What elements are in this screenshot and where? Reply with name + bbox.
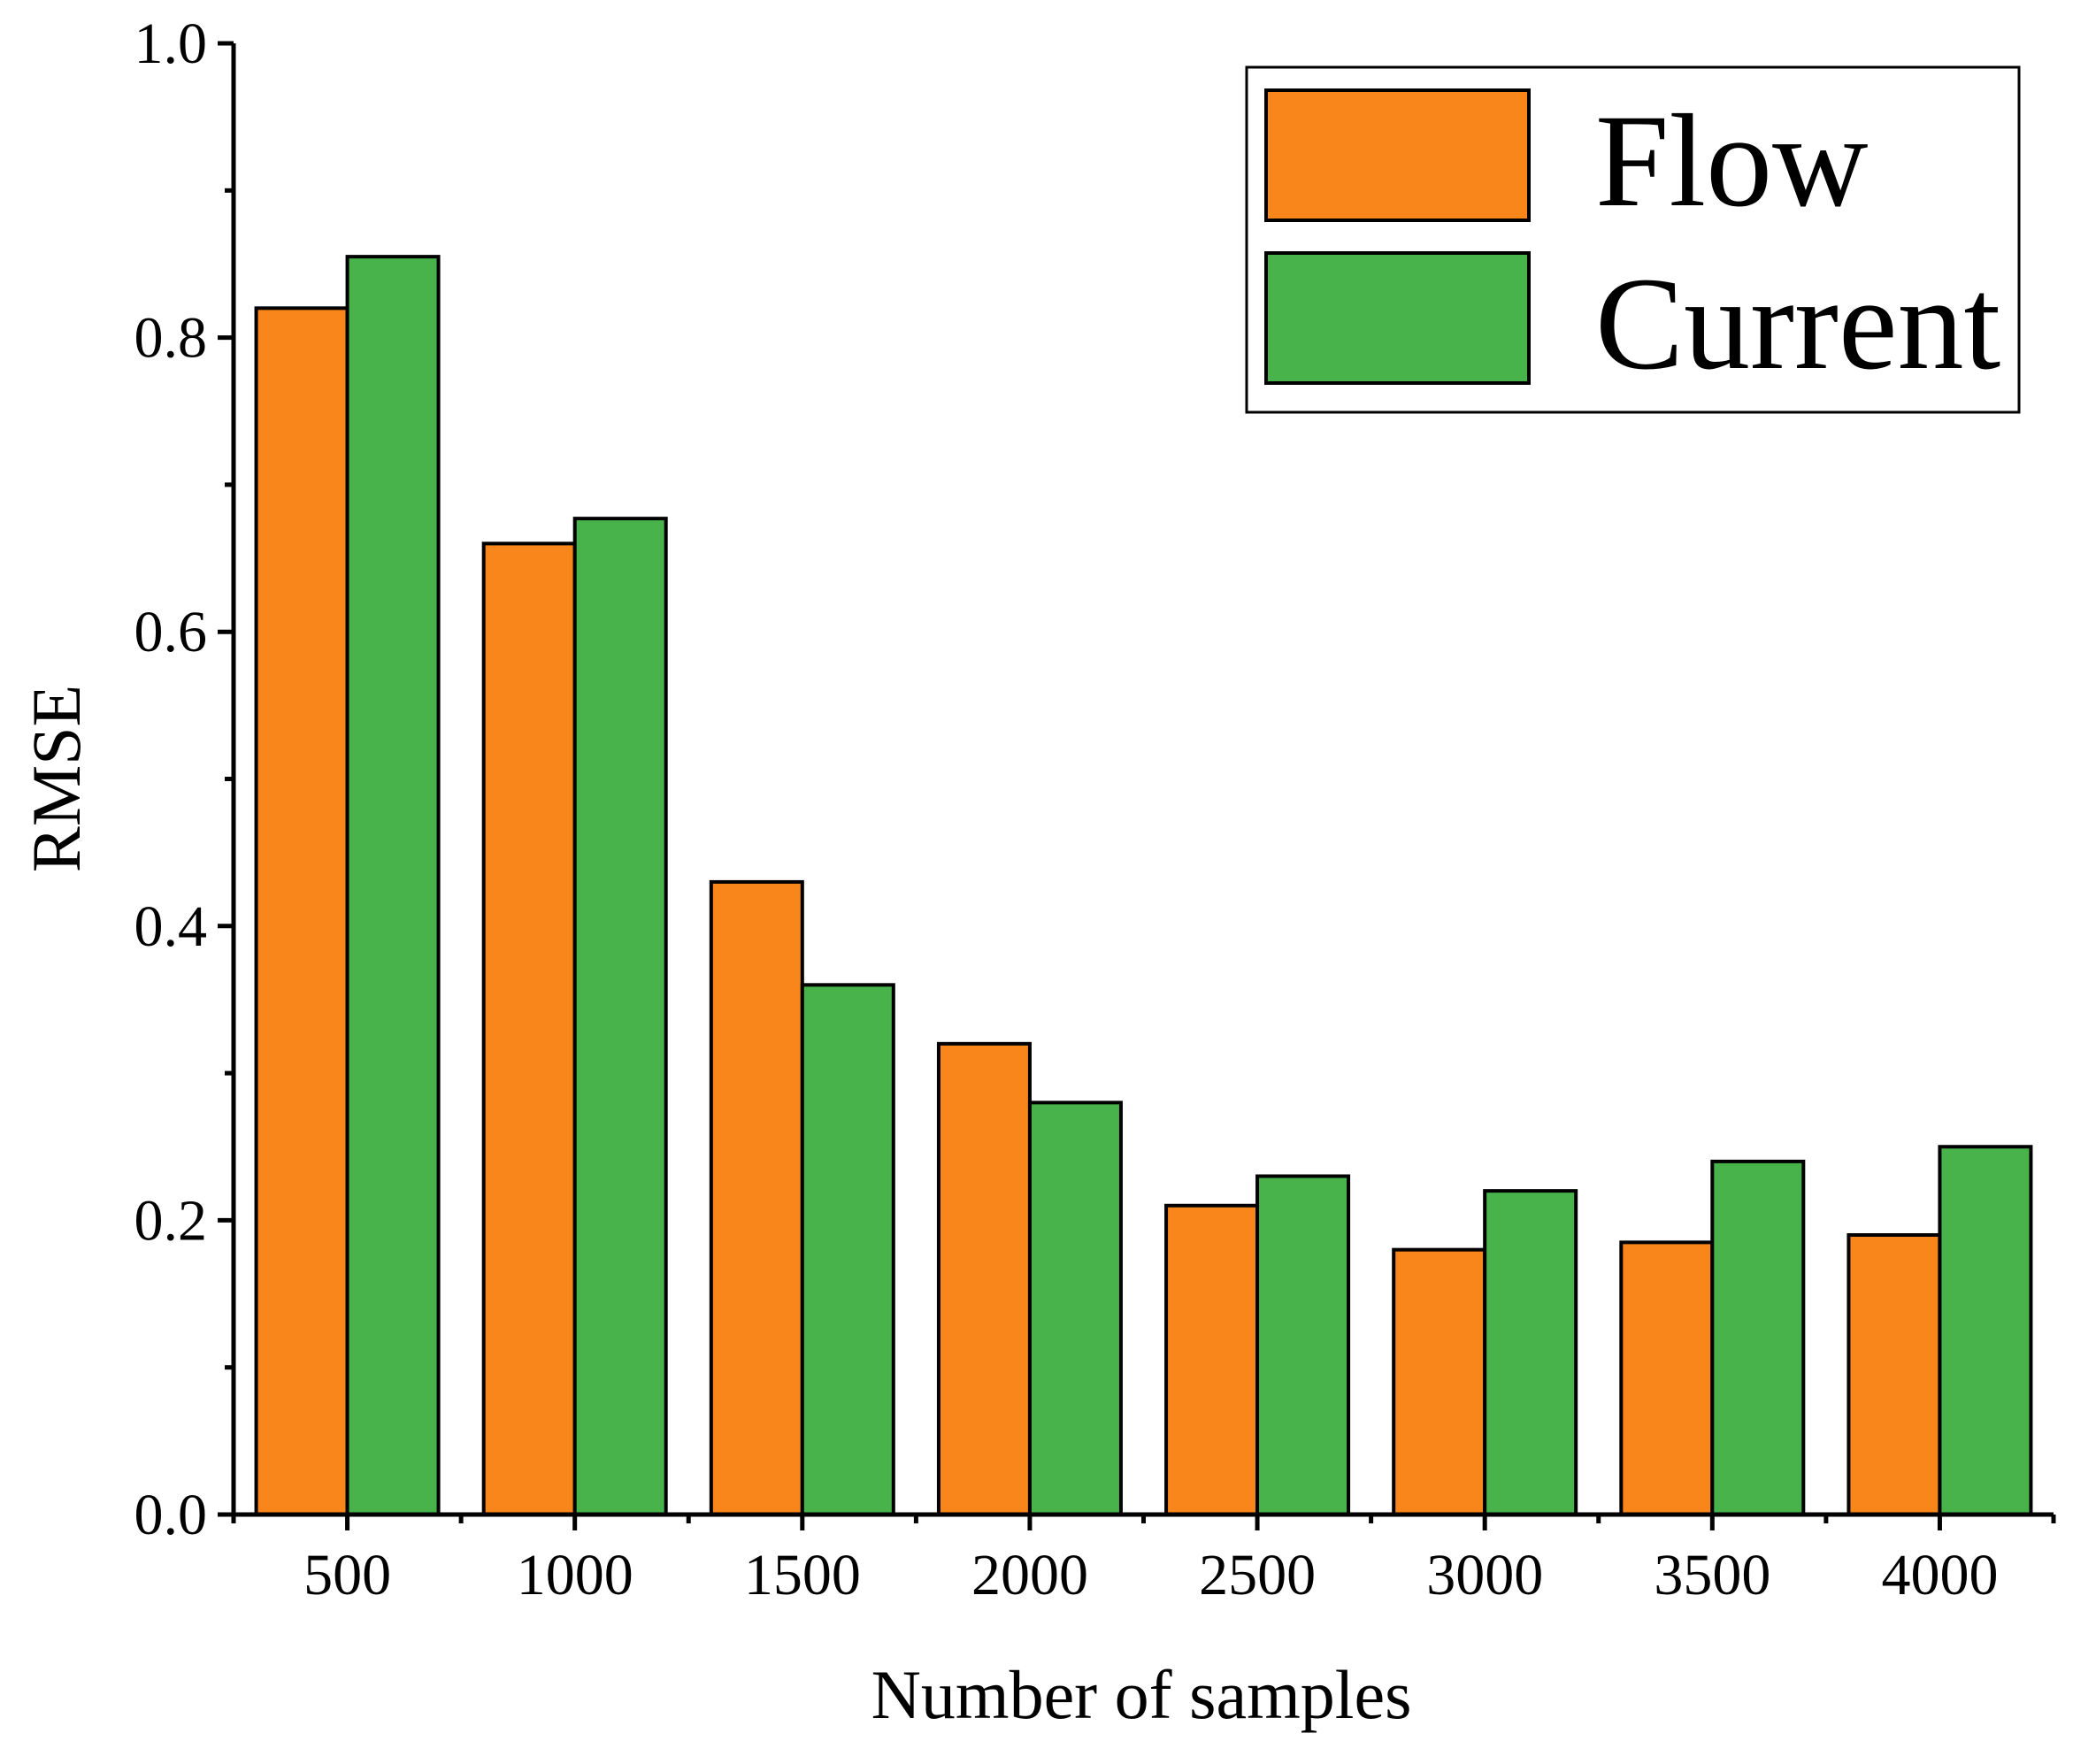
bar-current-3000 bbox=[1483, 1189, 1578, 1516]
bar-current-1500 bbox=[800, 983, 895, 1516]
y-tick-label: 0.8 bbox=[134, 306, 208, 371]
legend-swatch-flow bbox=[1264, 88, 1531, 222]
bar-flow-3500 bbox=[1619, 1240, 1715, 1516]
bar-flow-1000 bbox=[481, 541, 577, 1516]
legend-label-current: Current bbox=[1595, 250, 2000, 397]
bar-current-2000 bbox=[1027, 1101, 1123, 1516]
y-tick-label: 1.0 bbox=[134, 12, 208, 76]
bar-current-1000 bbox=[572, 517, 668, 1516]
x-tick-label: 1500 bbox=[744, 1543, 861, 1607]
x-axis-title: Number of samples bbox=[871, 1656, 1412, 1733]
x-tick-label: 4000 bbox=[1881, 1543, 1998, 1607]
x-tick-label: 500 bbox=[303, 1543, 391, 1607]
legend: Flow Current bbox=[1245, 65, 2021, 414]
bar-flow-500 bbox=[254, 306, 349, 1517]
y-tick-label: 0.0 bbox=[134, 1483, 208, 1547]
x-tick-label: 3500 bbox=[1654, 1543, 1770, 1607]
bar-current-3500 bbox=[1710, 1159, 1806, 1516]
bar-current-500 bbox=[345, 255, 441, 1516]
bar-flow-3000 bbox=[1392, 1247, 1487, 1517]
bar-flow-4000 bbox=[1847, 1233, 1942, 1517]
x-tick-label: 3000 bbox=[1426, 1543, 1543, 1607]
legend-label-flow: Flow bbox=[1595, 88, 1868, 234]
x-tick-label: 1000 bbox=[517, 1543, 633, 1607]
bar-flow-2500 bbox=[1164, 1203, 1260, 1517]
ticks-layer: 0.0 0.2 0.4 0.6 0.8 1.0 500 1000 1500 2000 2500 300… bbox=[134, 12, 2056, 1607]
y-tick-label: 0.6 bbox=[134, 600, 208, 664]
x-tick-label: 2000 bbox=[971, 1543, 1088, 1607]
y-axis-title: RMSE bbox=[18, 685, 95, 872]
y-tick-label: 0.2 bbox=[134, 1188, 208, 1253]
bar-flow-1500 bbox=[709, 879, 804, 1516]
x-tick-label: 2500 bbox=[1199, 1543, 1316, 1607]
bar-current-2500 bbox=[1255, 1174, 1351, 1516]
bar-current-4000 bbox=[1938, 1145, 2033, 1516]
legend-swatch-current bbox=[1264, 251, 1531, 385]
bars-layer bbox=[254, 255, 2033, 1517]
y-tick-label: 0.4 bbox=[134, 894, 208, 959]
bar-flow-2000 bbox=[936, 1041, 1032, 1516]
